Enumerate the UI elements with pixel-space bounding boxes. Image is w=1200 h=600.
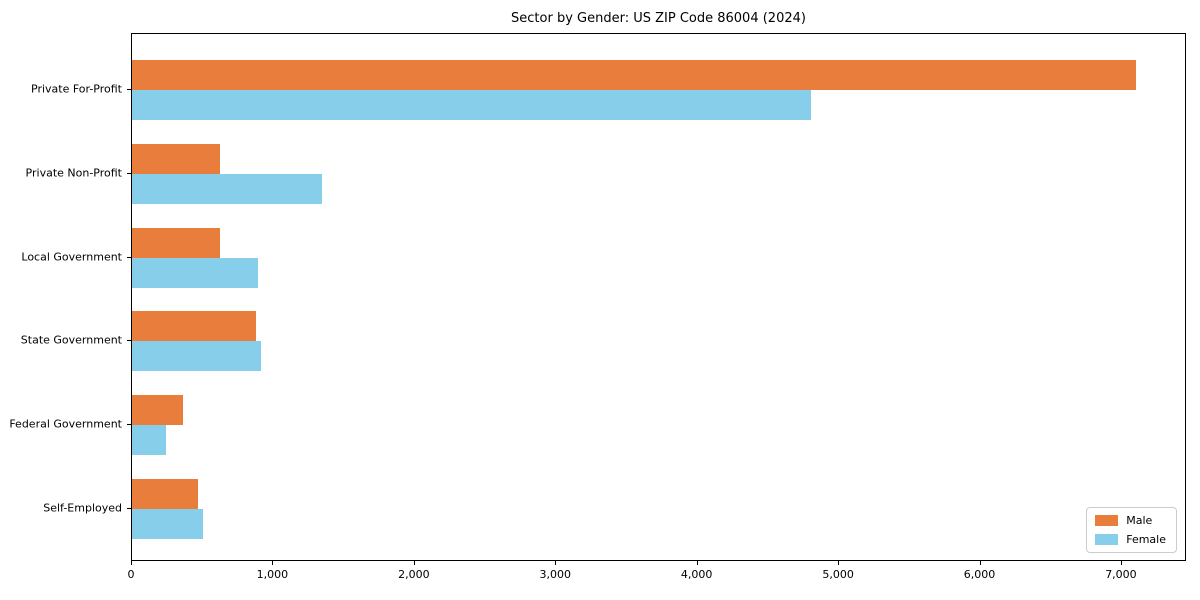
x-tick-mark bbox=[413, 561, 415, 565]
bar-male-private-non-profit bbox=[132, 143, 220, 174]
plot-area bbox=[131, 33, 1186, 561]
bar-male-self-employed bbox=[132, 478, 199, 509]
legend-item-male: Male bbox=[1095, 514, 1166, 527]
x-tick-label-3000: 3,000 bbox=[539, 568, 572, 581]
x-tick-label-7000: 7,000 bbox=[1105, 568, 1137, 581]
bar-female-private-non-profit bbox=[132, 173, 322, 204]
x-tick-label-2000: 2,000 bbox=[398, 568, 430, 581]
x-tick-mark bbox=[272, 561, 274, 565]
x-tick-label-6000: 6,000 bbox=[963, 568, 996, 581]
legend: Male Female bbox=[1086, 507, 1177, 553]
x-tick-label-4000: 4,000 bbox=[680, 568, 713, 581]
y-tick-mark bbox=[127, 256, 131, 258]
x-tick-mark bbox=[696, 561, 698, 565]
y-tick-mark bbox=[127, 507, 131, 509]
x-tick-label-0: 0 bbox=[127, 568, 135, 581]
bar-male-state-government bbox=[132, 311, 256, 342]
y-tick-mark bbox=[127, 424, 131, 426]
chart-title: Sector by Gender: US ZIP Code 86004 (202… bbox=[511, 11, 806, 26]
bar-female-state-government bbox=[132, 341, 262, 372]
female-swatch bbox=[1095, 534, 1119, 545]
legend-label-female: Female bbox=[1126, 533, 1166, 546]
bar-male-federal-government bbox=[132, 395, 183, 426]
y-tick-label-self-employed: Self-Employed bbox=[43, 501, 122, 515]
x-tick-mark bbox=[979, 561, 981, 565]
y-tick-label-local-government: Local Government bbox=[21, 250, 122, 263]
bar-male-local-government bbox=[132, 227, 220, 258]
male-swatch bbox=[1095, 515, 1119, 526]
bar-female-private-for-profit bbox=[132, 89, 811, 120]
y-tick-label-private-non-profit: Private Non-Profit bbox=[25, 166, 122, 180]
y-tick-label-state-government: State Government bbox=[20, 333, 122, 347]
y-tick-label-private-for-profit: Private For-Profit bbox=[31, 82, 122, 96]
bar-male-private-for-profit bbox=[132, 59, 1137, 90]
bar-female-federal-government bbox=[132, 425, 166, 456]
bar-female-self-employed bbox=[132, 508, 203, 539]
y-tick-mark bbox=[127, 172, 131, 174]
x-tick-mark bbox=[555, 561, 557, 565]
legend-item-female: Female bbox=[1095, 533, 1166, 546]
bar-female-local-government bbox=[132, 257, 258, 288]
x-tick-label-1000: 1,000 bbox=[256, 568, 289, 581]
x-tick-mark bbox=[1120, 561, 1122, 565]
y-tick-mark bbox=[127, 340, 131, 342]
y-tick-mark bbox=[127, 88, 131, 90]
x-tick-label-5000: 5,000 bbox=[822, 568, 854, 581]
legend-label-male: Male bbox=[1126, 514, 1153, 527]
y-tick-label-federal-government: Federal Government bbox=[9, 417, 122, 431]
x-tick-mark bbox=[131, 561, 132, 565]
x-tick-mark bbox=[838, 561, 840, 565]
